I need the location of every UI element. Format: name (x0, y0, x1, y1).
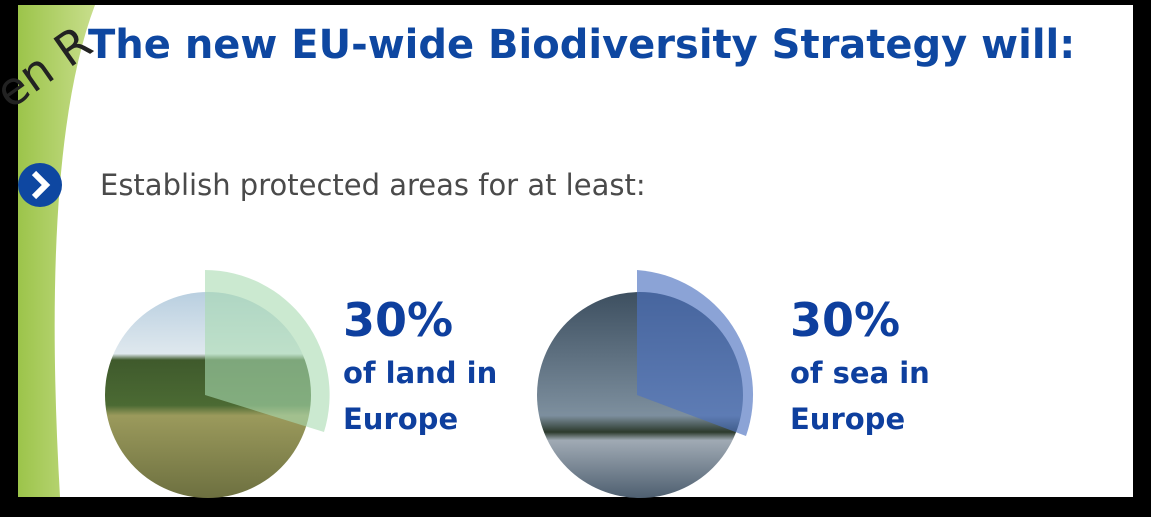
border-right (1133, 0, 1151, 517)
stat-label: of land in (343, 356, 497, 390)
stat-label: Europe (790, 402, 905, 436)
land-wedge (205, 270, 330, 432)
stat-percent: 30% (343, 293, 453, 347)
chevron (31, 170, 51, 200)
sea-wedge (637, 270, 754, 436)
bullet-icon (18, 163, 62, 207)
leaf-band (18, 5, 95, 497)
bullet-text: Establish protected areas for at least: (100, 168, 646, 202)
stat-label: Europe (343, 402, 458, 436)
stat-label: of sea in (790, 356, 930, 390)
stat-percent: 30% (790, 293, 900, 347)
title: The new EU-wide Biodiversity Strategy wi… (88, 22, 1075, 68)
